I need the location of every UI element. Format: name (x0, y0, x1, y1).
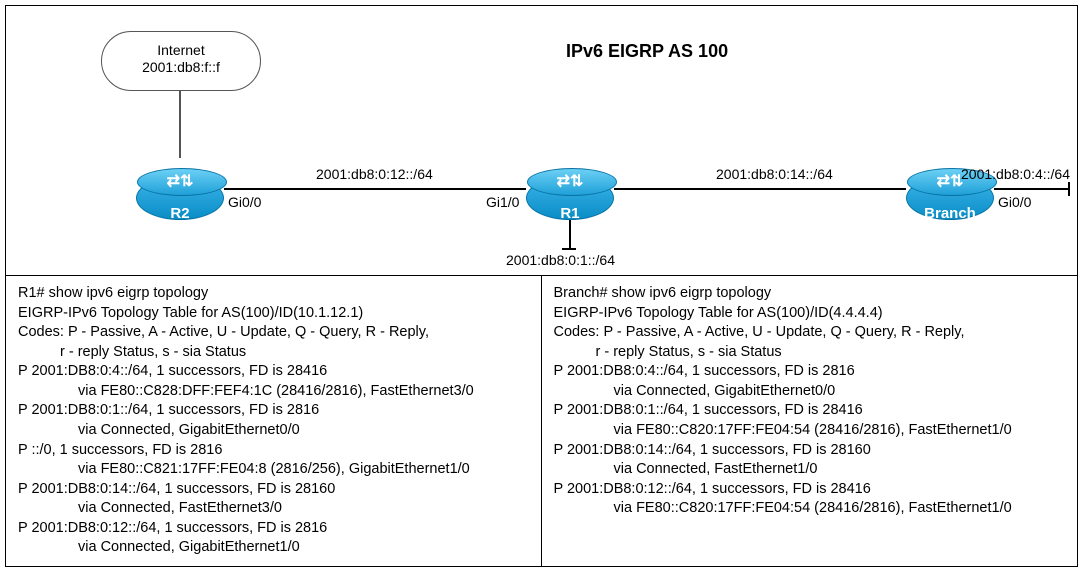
cloud-label-1: Internet (102, 42, 260, 59)
router-arrows-icon: ⇄⇅ (937, 171, 964, 191)
diagram-frame: IPv6 EIGRP AS 100 Internet 2001:db8:f::f… (5, 5, 1078, 567)
r1-route-4-via: via Connected, GigabitEthernet1/0 (18, 538, 529, 558)
branch-route-0-via: via Connected, GigabitEthernet0/0 (554, 382, 1066, 402)
cli-r1-panel: R1# show ipv6 eigrp topology EIGRP-IPv6 … (6, 276, 542, 566)
if-r2-gi00: Gi0/0 (228, 194, 261, 210)
router-r1: ⇄⇅ R1 (526, 176, 614, 220)
r1-route-4-summary: P 2001:DB8:0:12::/64, 1 successors, FD i… (18, 519, 529, 539)
cli-r1-codes2: r - reply Status, s - sia Status (18, 343, 529, 363)
cli-branch-header: EIGRP-IPv6 Topology Table for AS(100)/ID… (554, 304, 1066, 324)
branch-route-0-summary: P 2001:DB8:0:4::/64, 1 successors, FD is… (554, 362, 1066, 382)
net-r1-branch: 2001:db8:0:14::/64 (716, 166, 833, 182)
branch-route-3-summary: P 2001:DB8:0:12::/64, 1 successors, FD i… (554, 480, 1066, 500)
router-r2: ⇄⇅ R2 (136, 176, 224, 220)
link-r1-branch (614, 188, 906, 190)
cli-row: R1# show ipv6 eigrp topology EIGRP-IPv6 … (6, 276, 1077, 566)
r1-route-3-summary: P 2001:DB8:0:14::/64, 1 successors, FD i… (18, 480, 529, 500)
cli-branch-codes1: Codes: P - Passive, A - Active, U - Upda… (554, 323, 1066, 343)
r1-route-1-via: via Connected, GigabitEthernet0/0 (18, 421, 529, 441)
r1-route-2-summary: P ::/0, 1 successors, FD is 2816 (18, 441, 529, 461)
cli-branch-panel: Branch# show ipv6 eigrp topology EIGRP-I… (542, 276, 1078, 566)
branch-route-3-via: via FE80::C820:17FF:FE04:54 (28416/2816)… (554, 499, 1066, 519)
router-arrows-icon: ⇄⇅ (167, 171, 194, 191)
cli-r1-prompt: R1# show ipv6 eigrp topology (18, 284, 529, 304)
topology-panel: IPv6 EIGRP AS 100 Internet 2001:db8:f::f… (6, 6, 1077, 276)
router-r1-label: R1 (527, 205, 613, 222)
cli-r1-codes1: Codes: P - Passive, A - Active, U - Upda… (18, 323, 529, 343)
r1-route-0-via: via FE80::C828:DFF:FEF4:1C (28416/2816),… (18, 382, 529, 402)
lan-terminator (1068, 182, 1070, 196)
r1-route-1-summary: P 2001:DB8:0:1::/64, 1 successors, FD is… (18, 401, 529, 421)
branch-route-1-via: via FE80::C820:17FF:FE04:54 (28416/2816)… (554, 421, 1066, 441)
branch-route-2-summary: P 2001:DB8:0:14::/64, 1 successors, FD i… (554, 441, 1066, 461)
cli-r1-header: EIGRP-IPv6 Topology Table for AS(100)/ID… (18, 304, 529, 324)
cli-branch-codes2: r - reply Status, s - sia Status (554, 343, 1066, 363)
diagram-title: IPv6 EIGRP AS 100 (566, 41, 728, 62)
r1-lan-terminator (562, 248, 576, 250)
net-r2-r1: 2001:db8:0:12::/64 (316, 166, 433, 182)
cloud-label-2: 2001:db8:f::f (102, 59, 260, 76)
link-r1-lan (569, 220, 571, 248)
branch-route-2-via: via Connected, FastEthernet1/0 (554, 460, 1066, 480)
link-r2-r1 (224, 188, 526, 190)
if-r1-gi10: Gi1/0 (486, 194, 519, 210)
cloud-link (179, 91, 181, 158)
router-arrows-icon: ⇄⇅ (557, 171, 584, 191)
net-r1-lan: 2001:db8:0:1::/64 (506, 252, 615, 268)
internet-cloud: Internet 2001:db8:f::f (101, 31, 261, 91)
router-branch-label: Branch (907, 205, 993, 222)
router-r2-label: R2 (137, 205, 223, 222)
router-branch: ⇄⇅ Branch (906, 176, 994, 220)
if-branch-gi00: Gi0/0 (998, 194, 1031, 210)
r1-route-2-via: via FE80::C821:17FF:FE04:8 (2816/256), G… (18, 460, 529, 480)
cli-branch-prompt: Branch# show ipv6 eigrp topology (554, 284, 1066, 304)
link-branch-lan (994, 188, 1068, 190)
r1-route-0-summary: P 2001:DB8:0:4::/64, 1 successors, FD is… (18, 362, 529, 382)
branch-route-1-summary: P 2001:DB8:0:1::/64, 1 successors, FD is… (554, 401, 1066, 421)
r1-route-3-via: via Connected, FastEthernet3/0 (18, 499, 529, 519)
net-branch-lan: 2001:db8:0:4::/64 (961, 166, 1070, 182)
